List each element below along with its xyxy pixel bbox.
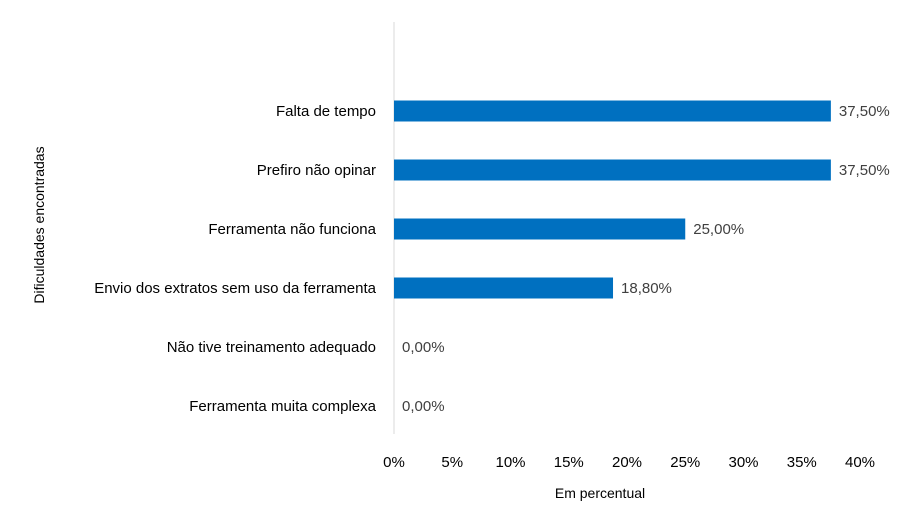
x-tick-label: 35% bbox=[787, 454, 817, 471]
category-label: Envio dos extratos sem uso da ferramenta bbox=[94, 280, 376, 297]
x-tick-label: 5% bbox=[441, 454, 463, 471]
bar-layer bbox=[394, 100, 831, 299]
category-label: Ferramenta não funciona bbox=[208, 221, 376, 238]
x-tick-label: 15% bbox=[554, 454, 584, 471]
category-label: Ferramenta muita complexa bbox=[189, 398, 376, 415]
x-tick-label: 0% bbox=[383, 454, 405, 471]
data-label: 37,50% bbox=[839, 162, 890, 179]
x-axis-title: Em percentual bbox=[555, 485, 645, 501]
x-tick-label: 20% bbox=[612, 454, 642, 471]
data-label: 0,00% bbox=[402, 398, 445, 415]
data-label: 0,00% bbox=[402, 339, 445, 356]
bar bbox=[394, 218, 686, 240]
bar bbox=[394, 277, 614, 299]
bar bbox=[394, 159, 831, 181]
category-label: Falta de tempo bbox=[276, 103, 376, 120]
data-label: 18,80% bbox=[621, 280, 672, 297]
x-tick-label: 10% bbox=[495, 454, 525, 471]
data-label: 25,00% bbox=[693, 221, 744, 238]
y-axis-title: Dificuldades encontradas bbox=[31, 146, 47, 303]
x-tick-label: 25% bbox=[670, 454, 700, 471]
label-layer: Falta de tempo 37,50% Prefiro não opinar 37… bbox=[94, 103, 890, 415]
axis-layer: 0% 5% 10% 15% 20% 25% 30% 35% 40% bbox=[383, 22, 875, 471]
x-tick-label: 40% bbox=[845, 454, 875, 471]
x-tick-label: 30% bbox=[728, 454, 758, 471]
bar bbox=[394, 100, 831, 122]
category-label: Prefiro não opinar bbox=[257, 162, 376, 179]
category-label: Não tive treinamento adequado bbox=[167, 339, 376, 356]
data-label: 37,50% bbox=[839, 103, 890, 120]
